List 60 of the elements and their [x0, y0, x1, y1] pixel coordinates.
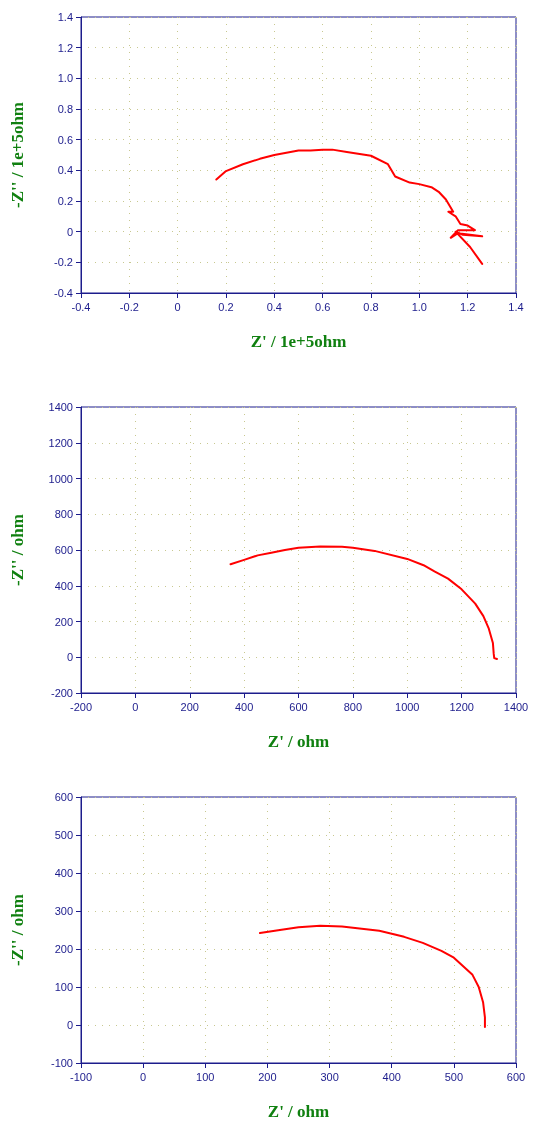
x-tick-label: 100 [196, 1070, 215, 1083]
y-tick-label: 0 [66, 225, 73, 238]
x-tick-label: 0.2 [218, 300, 234, 313]
x-tick-label: 0.8 [363, 300, 379, 313]
x-tick-label: 0 [174, 300, 181, 313]
y-tick-label: -200 [50, 687, 73, 699]
y-axis-title: -Z'' / 1e+5ohm [8, 101, 27, 209]
x-tick-label: 600 [506, 1070, 526, 1083]
x-tick-label: 500 [444, 1070, 464, 1083]
x-tick-label: 0 [132, 700, 139, 713]
x-tick-label: 1200 [449, 700, 474, 713]
y-axis-title: -Z'' / ohm [8, 894, 27, 966]
y-tick-label: 500 [54, 829, 73, 841]
x-tick-label: 400 [234, 700, 254, 713]
x-tick-label: 200 [180, 700, 199, 713]
y-tick-label: -0.2 [54, 256, 73, 269]
y-tick-label: 0 [66, 1019, 73, 1031]
x-tick-label: 1000 [395, 700, 420, 713]
line-series [229, 545, 498, 661]
x-axis-title: Z' / ohm [267, 732, 330, 751]
y-tick-label: 0.4 [57, 164, 73, 177]
y-tick-label: 1.0 [57, 72, 73, 85]
y-tick-label: -100 [50, 1057, 73, 1069]
x-axis-title: Z' / ohm [267, 1102, 330, 1121]
y-tick-label: 1000 [48, 472, 73, 485]
y-tick-label: 100 [54, 981, 73, 993]
y-tick-label: 1400 [48, 401, 73, 413]
x-tick-label: 600 [289, 700, 308, 713]
line-series [215, 148, 484, 265]
x-tick-label: 200 [258, 1070, 277, 1083]
y-tick-label: 300 [54, 905, 73, 917]
y-tick-label: 200 [54, 943, 73, 955]
y-tick-label: -0.4 [54, 287, 73, 299]
x-tick-label: -0.2 [119, 300, 139, 313]
y-tick-label: 0.2 [57, 195, 73, 207]
x-tick-label: 0.4 [266, 300, 282, 313]
y-tick-label: 0 [66, 651, 73, 664]
y-tick-label: 0.8 [57, 103, 73, 115]
x-tick-label: 800 [343, 700, 363, 713]
y-tick-label: 600 [54, 544, 73, 556]
y-tick-label: 0.6 [57, 133, 73, 146]
x-tick-label: 1.4 [508, 300, 524, 313]
x-tick-label: 1.0 [411, 300, 427, 313]
y-tick-label: 600 [54, 791, 73, 803]
y-tick-label: 800 [54, 508, 73, 521]
x-axis-title: Z' / 1e+5ohm [250, 332, 347, 351]
y-tick-label: 1.2 [57, 41, 73, 54]
x-tick-label: 1.2 [460, 300, 476, 313]
x-tick-label: 300 [320, 1070, 339, 1083]
x-tick-label: 400 [382, 1070, 401, 1083]
y-tick-label: 1200 [48, 436, 73, 449]
x-tick-label: 0.6 [315, 300, 331, 313]
y-tick-label: 1.4 [57, 11, 73, 23]
y-tick-label: 400 [54, 867, 73, 879]
x-tick-label: 1400 [503, 700, 529, 713]
y-axis-title: -Z'' / ohm [8, 514, 27, 586]
x-tick-label: 0 [140, 1070, 147, 1083]
y-tick-label: 200 [54, 615, 73, 628]
line-series [258, 924, 486, 1028]
y-tick-label: 400 [54, 579, 73, 592]
